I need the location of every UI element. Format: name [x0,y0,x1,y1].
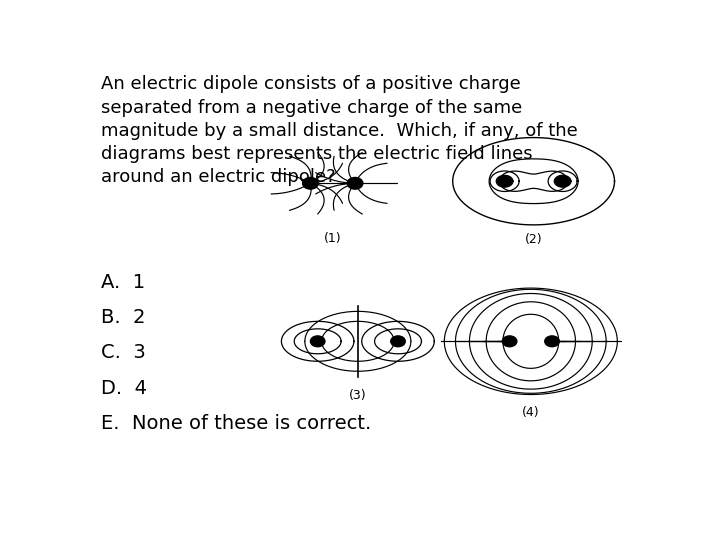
Text: (2): (2) [525,233,542,246]
Circle shape [555,176,570,187]
Circle shape [347,178,363,189]
Text: An electric dipole consists of a positive charge
separated from a negative charg: An electric dipole consists of a positiv… [101,75,578,186]
Circle shape [310,336,325,347]
Circle shape [545,336,559,347]
Text: (4): (4) [522,406,539,419]
Text: (1): (1) [324,232,341,245]
Circle shape [302,178,318,189]
Text: B.  2: B. 2 [101,308,145,327]
Text: E.  None of these is correct.: E. None of these is correct. [101,414,372,433]
Circle shape [498,176,512,187]
Text: D.  4: D. 4 [101,379,147,398]
Text: C.  3: C. 3 [101,343,146,362]
Text: A.  1: A. 1 [101,273,145,292]
Circle shape [391,336,405,347]
Circle shape [503,336,517,347]
Text: (3): (3) [349,389,366,402]
